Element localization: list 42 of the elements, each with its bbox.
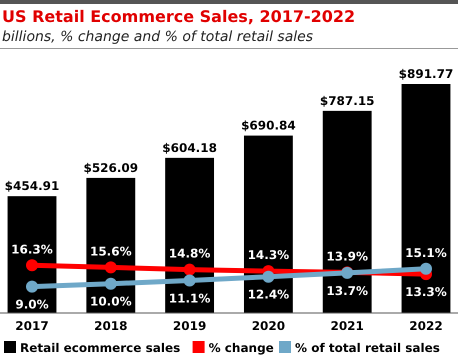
legend-label: % change	[208, 341, 274, 355]
point	[184, 264, 196, 276]
bar	[322, 110, 372, 313]
data-label: 13.3%	[405, 285, 447, 300]
x-tick-label: 2021	[330, 319, 364, 333]
data-label: 12.4%	[248, 288, 290, 302]
point	[420, 262, 432, 275]
data-label: $690.84	[241, 118, 296, 133]
point	[184, 274, 196, 287]
data-label: $891.77	[398, 67, 454, 81]
x-tick-label: 2022	[409, 319, 443, 333]
chart-subtitle: billions, % change and % of total retail sales	[2, 29, 314, 45]
data-label: 16.3%	[11, 242, 53, 256]
data-label: $787.15	[320, 94, 375, 108]
bar	[244, 136, 293, 313]
x-tick-label: 2018	[94, 319, 128, 333]
data-label: 14.3%	[248, 248, 290, 262]
data-label: 9.0%	[15, 298, 49, 312]
legend-label: % of total retail sales	[295, 341, 440, 355]
data-label: 10.0%	[90, 294, 132, 309]
data-label: 15.1%	[405, 246, 447, 260]
x-tick-label: 2017	[15, 319, 49, 333]
data-label: $454.91	[4, 179, 60, 194]
data-label: 13.7%	[326, 284, 368, 298]
bar	[402, 84, 450, 313]
point	[104, 261, 117, 274]
legend-label: Retail ecommerce sales	[20, 341, 180, 355]
x-tick-label: 2020	[252, 319, 286, 333]
x-tick-label: 2019	[172, 319, 206, 333]
point	[262, 270, 274, 283]
point	[26, 280, 38, 293]
point	[26, 259, 38, 272]
data-label: 11.1%	[168, 292, 210, 306]
data-label: 15.6%	[90, 244, 132, 258]
data-label: $526.09	[83, 160, 138, 175]
data-label: $604.18	[162, 140, 217, 155]
bar	[165, 158, 214, 313]
chart-title: US Retail Ecommerce Sales, 2017-2022	[2, 7, 356, 26]
data-label: 13.9%	[326, 249, 368, 264]
point	[104, 278, 117, 290]
bar	[8, 196, 56, 313]
data-label: 14.8%	[168, 246, 210, 261]
